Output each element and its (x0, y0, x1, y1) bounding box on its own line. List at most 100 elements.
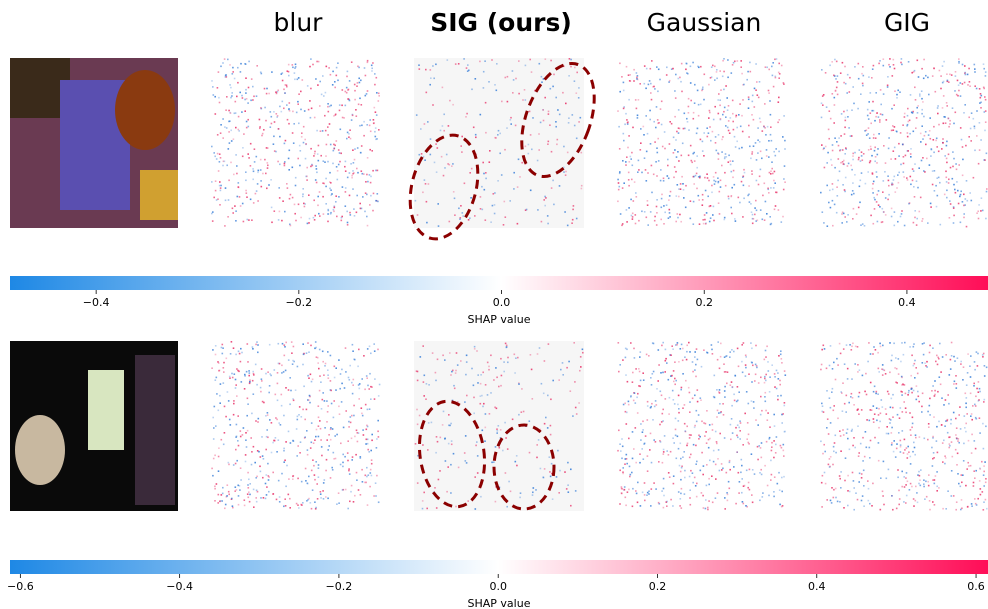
noise-dot (417, 482, 419, 484)
noise-dot (757, 94, 759, 96)
noise-dot (889, 372, 891, 374)
noise-dot (728, 130, 730, 132)
noise-dot (847, 429, 849, 431)
noise-dot (661, 194, 663, 196)
noise-dot (694, 84, 696, 86)
noise-dot (444, 167, 446, 169)
noise-dot (247, 493, 249, 495)
noise-dot (869, 447, 871, 449)
noise-dot (891, 130, 893, 132)
noise-dot (270, 179, 272, 181)
noise-dot (319, 420, 321, 422)
noise-dot (878, 408, 880, 410)
noise-dot (724, 158, 726, 160)
noise-dot (953, 184, 955, 186)
noise-dot (696, 173, 698, 175)
noise-dot (337, 80, 339, 82)
noise-dot (651, 462, 653, 464)
noise-dot (971, 503, 973, 505)
noise-dot (453, 191, 455, 193)
noise-dot (508, 481, 510, 483)
photo-person (135, 355, 175, 505)
noise-dot (235, 127, 237, 129)
noise-dot (576, 72, 578, 74)
noise-dot (339, 388, 341, 390)
noise-dot (501, 101, 503, 103)
noise-dot (844, 216, 846, 218)
noise-dot (902, 411, 904, 413)
noise-dot (769, 426, 771, 428)
noise-dot (310, 345, 312, 347)
noise-dot (983, 68, 985, 70)
noise-dot (444, 438, 446, 440)
noise-dot (284, 346, 286, 348)
noise-dot (660, 180, 662, 182)
noise-dot (741, 361, 743, 363)
noise-dot (712, 214, 714, 216)
noise-dot (267, 162, 269, 164)
noise-dot (454, 214, 456, 216)
noise-dot (980, 488, 982, 490)
noise-dot (905, 502, 907, 504)
noise-dot (448, 425, 450, 427)
noise-dot (692, 371, 694, 373)
noise-dot (715, 181, 717, 183)
noise-dot (900, 216, 902, 218)
noise-dot (764, 183, 766, 185)
noise-dot (705, 431, 707, 433)
noise-dot (857, 108, 859, 110)
noise-dot (949, 200, 951, 202)
noise-dot (650, 92, 652, 94)
noise-dot (771, 446, 773, 448)
noise-dot (326, 66, 328, 68)
noise-dot (435, 64, 437, 66)
noise-dot (883, 93, 885, 95)
noise-dot (349, 379, 351, 381)
noise-dot (689, 401, 691, 403)
noise-dot (284, 460, 286, 462)
noise-dot (280, 424, 282, 426)
noise-dot (771, 364, 773, 366)
noise-dot (535, 489, 537, 491)
noise-dot (764, 465, 766, 467)
noise-dot (235, 210, 237, 212)
noise-dot (700, 104, 702, 106)
noise-dot (276, 499, 278, 501)
noise-dot (888, 433, 890, 435)
noise-dot (345, 205, 347, 207)
noise-dot (841, 222, 843, 224)
noise-dot (948, 403, 950, 405)
noise-dot (868, 500, 870, 502)
noise-dot (946, 73, 948, 75)
noise-dot (689, 476, 691, 478)
noise-dot (973, 485, 975, 487)
noise-dot (751, 211, 753, 213)
noise-dot (248, 87, 250, 89)
noise-dot (901, 342, 903, 344)
noise-dot (832, 93, 834, 95)
noise-dot (212, 211, 214, 213)
noise-dot (956, 387, 958, 389)
noise-dot (853, 103, 855, 105)
noise-dot (377, 420, 379, 422)
noise-dot (698, 414, 700, 416)
noise-dot (447, 466, 449, 468)
noise-dot (784, 405, 786, 407)
noise-dot (724, 437, 726, 439)
noise-dot (830, 407, 832, 409)
noise-dot (784, 402, 786, 404)
noise-dot (835, 452, 837, 454)
noise-dot (727, 494, 729, 496)
noise-dot (466, 355, 468, 357)
noise-dot (227, 216, 229, 218)
noise-dot (745, 367, 747, 369)
noise-dot (899, 498, 901, 500)
noise-dot (309, 100, 311, 102)
noise-dot (952, 166, 954, 168)
noise-dot (673, 483, 675, 485)
noise-dot (690, 434, 692, 436)
noise-dot (224, 225, 226, 227)
noise-dot (356, 472, 358, 474)
noise-dot (743, 185, 745, 187)
noise-dot (881, 399, 883, 401)
